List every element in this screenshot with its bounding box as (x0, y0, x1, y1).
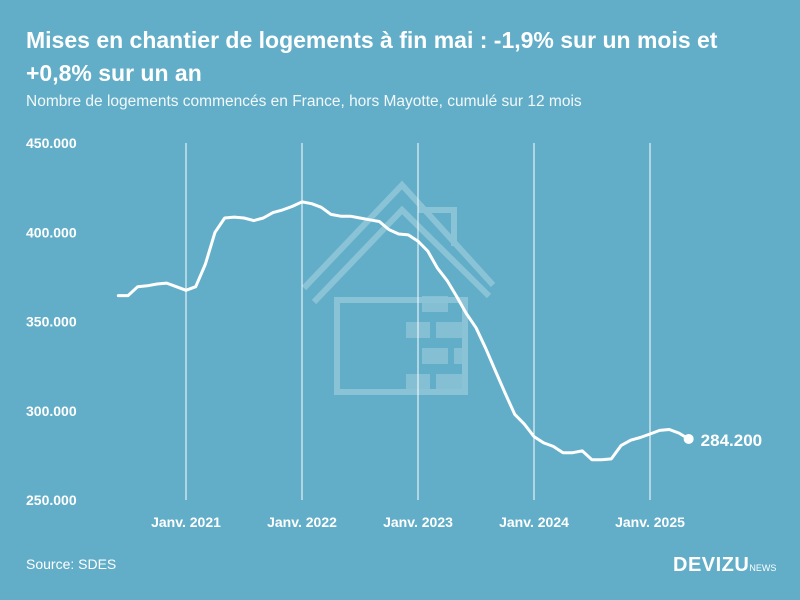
y-tick-label: 450.000 (26, 135, 77, 151)
end-value-label: 284.200 (701, 431, 762, 450)
brand-sub: NEWS (749, 563, 777, 573)
x-tick-label: Janv. 2025 (615, 514, 685, 530)
brand-name: DEVIZU (673, 554, 750, 576)
y-tick-label: 250.000 (26, 492, 77, 508)
y-tick-label: 400.000 (26, 224, 77, 240)
x-tick-label: Janv. 2022 (267, 514, 337, 530)
chart-title: Mises en chantier de logements à fin mai… (26, 27, 718, 86)
end-point-marker (683, 433, 694, 444)
x-tick-label: Janv. 2023 (383, 514, 453, 530)
y-tick-label: 350.000 (26, 314, 77, 330)
y-tick-label: 300.000 (26, 403, 77, 419)
x-tick-label: Janv. 2021 (151, 514, 221, 530)
x-tick-label: Janv. 2024 (499, 514, 569, 530)
chart-subtitle: Nombre de logements commencés en France,… (26, 93, 582, 110)
series-line (116, 200, 691, 462)
source-note: Source: SDES (26, 556, 117, 572)
brand-logo: DEVIZUNEWS (673, 554, 776, 577)
house-icon (301, 180, 496, 395)
